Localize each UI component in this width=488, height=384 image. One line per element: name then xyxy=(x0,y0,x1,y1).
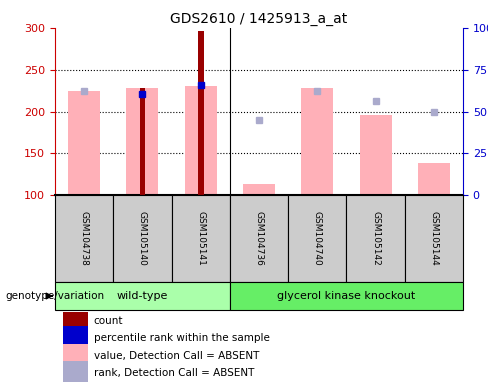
Text: GSM105142: GSM105142 xyxy=(371,211,380,266)
Text: GSM105140: GSM105140 xyxy=(138,211,147,266)
Text: glycerol kinase knockout: glycerol kinase knockout xyxy=(277,291,416,301)
Bar xyxy=(346,195,405,282)
Bar xyxy=(113,195,172,282)
Bar xyxy=(360,115,391,195)
Text: wild-type: wild-type xyxy=(117,291,168,301)
Bar xyxy=(418,163,450,195)
Text: GSM105141: GSM105141 xyxy=(196,211,205,266)
Bar xyxy=(198,30,203,195)
Title: GDS2610 / 1425913_a_at: GDS2610 / 1425913_a_at xyxy=(170,12,347,26)
Bar xyxy=(63,308,88,333)
Text: rank, Detection Call = ABSENT: rank, Detection Call = ABSENT xyxy=(94,368,254,378)
Text: GSM105144: GSM105144 xyxy=(429,211,438,266)
Bar xyxy=(140,88,145,195)
Text: percentile rank within the sample: percentile rank within the sample xyxy=(94,333,270,343)
Bar xyxy=(126,88,159,195)
Bar xyxy=(55,195,113,282)
Bar xyxy=(184,86,217,195)
Bar xyxy=(230,195,288,282)
Text: GSM104738: GSM104738 xyxy=(80,211,89,266)
Bar xyxy=(63,361,88,384)
Bar xyxy=(68,91,100,195)
Bar xyxy=(301,88,333,195)
Text: count: count xyxy=(94,316,123,326)
Bar xyxy=(63,326,88,351)
Text: GSM104740: GSM104740 xyxy=(313,211,322,266)
Bar xyxy=(405,195,463,282)
Text: GSM104736: GSM104736 xyxy=(255,211,264,266)
Text: value, Detection Call = ABSENT: value, Detection Call = ABSENT xyxy=(94,351,259,361)
Bar xyxy=(55,282,230,310)
Bar xyxy=(288,195,346,282)
Text: genotype/variation: genotype/variation xyxy=(5,291,104,301)
Bar xyxy=(172,195,230,282)
Bar xyxy=(243,184,275,195)
Bar xyxy=(63,344,88,368)
Bar xyxy=(230,282,463,310)
